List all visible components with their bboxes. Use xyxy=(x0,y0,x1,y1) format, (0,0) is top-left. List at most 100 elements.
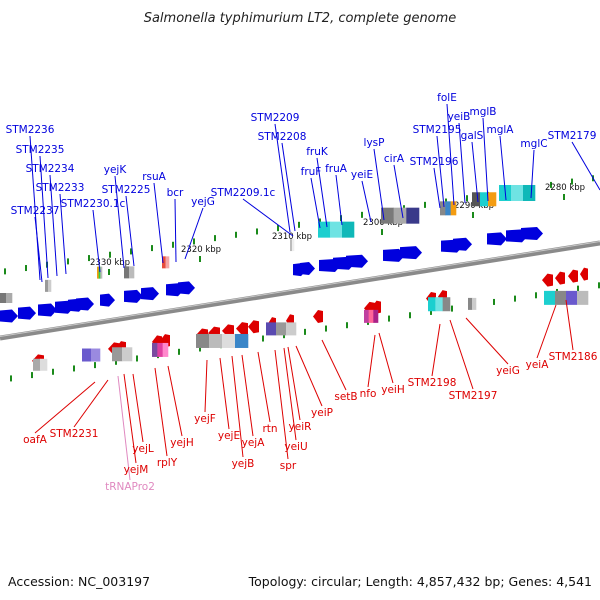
protein-domain-block xyxy=(440,201,446,216)
forward-gene-label: mglC xyxy=(520,138,547,150)
forward-gene-arrow xyxy=(124,289,143,303)
gene-leader-line xyxy=(287,346,301,421)
reverse-gene-arrow xyxy=(580,267,588,281)
gene-leader-line xyxy=(565,299,574,351)
gene-leader-line xyxy=(458,122,466,204)
reverse-gene-label: yejF xyxy=(194,413,216,425)
reverse-gene-label: spr xyxy=(280,460,297,472)
tick-mark xyxy=(25,265,27,272)
reverse-gene-label: yejA xyxy=(242,437,266,449)
protein-domain-block xyxy=(222,333,236,348)
protein-domain-block xyxy=(209,333,223,348)
tick-mark xyxy=(361,211,363,218)
protein-domain-block xyxy=(428,297,436,312)
gene-leader-line xyxy=(125,195,135,267)
tick-mark xyxy=(199,345,201,352)
gene-leader-line xyxy=(39,155,49,279)
gene-leader-line xyxy=(449,319,474,390)
gene-leader-line xyxy=(219,357,230,430)
reverse-gene-label: yejB xyxy=(232,458,255,470)
reverse-gene-label: yejE xyxy=(218,430,240,442)
protein-domain-block xyxy=(368,309,374,323)
forward-gene-arrow xyxy=(300,262,315,275)
gene-leader-line xyxy=(367,334,376,388)
gene-leader-line xyxy=(295,345,323,407)
protein-domain-block xyxy=(364,309,369,323)
tick-mark xyxy=(514,295,516,302)
tick-mark xyxy=(109,251,111,258)
protein-domain-block xyxy=(97,266,99,279)
protein-domain-block xyxy=(33,358,41,371)
forward-gene-label: fruK xyxy=(306,146,329,158)
forward-gene-label: STM2179 xyxy=(548,130,597,142)
forward-gene-label: lysP xyxy=(364,137,385,149)
protein-domain-block xyxy=(442,297,451,312)
tick-mark xyxy=(172,241,174,248)
gene-leader-line xyxy=(34,216,43,283)
protein-domain-block xyxy=(40,358,48,371)
tick-mark xyxy=(151,245,153,252)
gene-leader-line xyxy=(378,332,394,384)
protein-domain-block xyxy=(393,207,407,224)
forward-gene-label: STM2209.1c xyxy=(211,187,276,199)
gene-leader-line xyxy=(174,198,177,263)
protein-domain-block xyxy=(488,192,497,207)
protein-domain-block xyxy=(480,192,489,207)
tick-mark xyxy=(598,282,600,289)
reverse-gene-label: STM2231 xyxy=(50,428,99,440)
gene-leader-line xyxy=(274,349,289,460)
reverse-label-leaders xyxy=(34,299,574,481)
tick-mark xyxy=(94,362,96,369)
gene-leader-line xyxy=(471,141,479,203)
protein-domain-block xyxy=(450,201,457,216)
forward-gene-label: galS xyxy=(461,130,484,142)
reverse-gene-label: yeiR xyxy=(289,421,312,433)
protein-domain-block xyxy=(82,348,92,362)
protein-domain-block xyxy=(129,266,135,279)
tick-mark xyxy=(550,181,552,188)
protein-domain-block xyxy=(318,221,331,238)
tick-mark xyxy=(52,368,54,375)
tick-mark xyxy=(214,235,216,242)
gene-leader-line xyxy=(154,367,168,457)
forward-gene-label: yeiE xyxy=(351,169,373,181)
protein-domain-block xyxy=(124,266,130,279)
reverse-gene-label: setB xyxy=(334,391,357,403)
reverse-gene-label: yeiG xyxy=(496,365,520,377)
genome-backbone xyxy=(0,240,600,341)
reverse-gene-arrow xyxy=(236,322,248,336)
gene-leader-line xyxy=(571,141,600,191)
tick-mark xyxy=(325,325,327,332)
forward-gene-arrow xyxy=(38,303,57,317)
protein-domain-block xyxy=(566,290,578,305)
gene-leader-line xyxy=(184,207,204,260)
forward-gene-label: mglA xyxy=(487,124,515,136)
forward-gene-label: STM2195 xyxy=(413,124,462,136)
protein-domain-block xyxy=(523,184,536,201)
tick-mark xyxy=(136,355,138,362)
forward-gene-label: yejK xyxy=(104,164,128,176)
reverse-gene-label: yeiP xyxy=(311,407,333,419)
forward-gene-labels: STM2236STM2235STM2234STM2233STM2237STM22… xyxy=(6,92,597,217)
gene-leader-line xyxy=(167,365,183,437)
accession-text: Accession: NC_003197 xyxy=(8,574,150,589)
gene-leader-line xyxy=(204,359,208,413)
tick-mark xyxy=(563,194,565,200)
forward-gene-arrow xyxy=(346,254,368,268)
tick-mark xyxy=(577,285,579,292)
reverse-gene-label: yeiH xyxy=(381,384,405,396)
protein-domain-block xyxy=(196,333,210,348)
reverse-gene-label: rtn xyxy=(262,423,277,435)
gene-leader-line xyxy=(335,174,343,226)
tick-label: 2320 kbp xyxy=(181,245,221,255)
gene-leader-line xyxy=(465,317,509,365)
reverse-gene-label: yeiU xyxy=(284,441,307,453)
forward-gene-arrow xyxy=(487,232,507,246)
gene-leader-line xyxy=(433,167,441,209)
forward-gene-label: fruF xyxy=(301,166,322,178)
tick-mark xyxy=(31,372,33,379)
gene-leader-line xyxy=(123,373,137,464)
protein-domain-block xyxy=(544,290,556,305)
tick-mark xyxy=(277,225,279,232)
protein-domain-block xyxy=(0,293,7,303)
